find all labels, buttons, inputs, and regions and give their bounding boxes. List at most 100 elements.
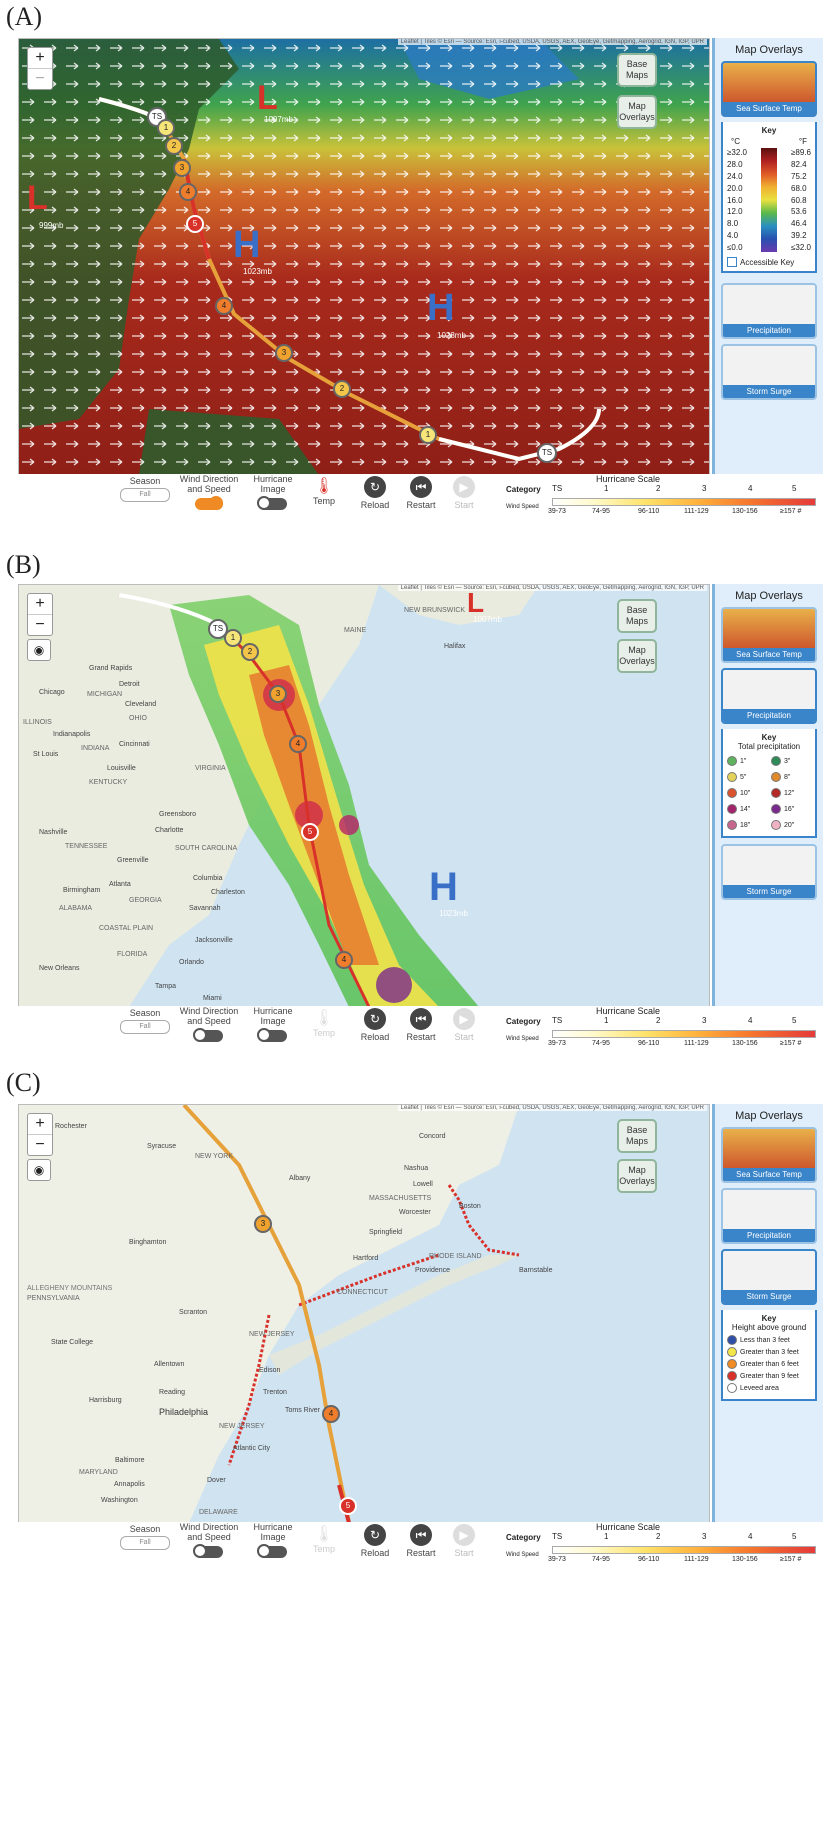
track-marker[interactable]: 4 (289, 735, 307, 753)
legend-item: Leveed area (727, 1383, 811, 1393)
place-label: Orlando (179, 959, 204, 966)
map-overlays-button[interactable]: Map Overlays (617, 95, 657, 129)
overlay-sst[interactable]: Sea Surface Temp (721, 61, 817, 117)
season-select[interactable]: Fall (120, 1536, 170, 1550)
f-value: 53.6 (791, 207, 807, 217)
scale-cells: TS 1 2 3 4 5 39-73 74-95 96-110 111-129 … (548, 484, 822, 528)
reload-button[interactable]: ↻ Reload (356, 476, 394, 510)
track-marker[interactable]: 4 (179, 183, 197, 201)
overlay-storm-surge[interactable]: Storm Surge (721, 344, 817, 400)
sst-map-graphics (19, 39, 709, 475)
base-maps-button[interactable]: Base Maps (617, 1119, 657, 1153)
track-marker[interactable]: 2 (165, 137, 183, 155)
overlay-sst[interactable]: Sea Surface Temp (721, 607, 817, 663)
hurricane-image-toggle[interactable] (257, 1544, 287, 1558)
zoom-in-button[interactable]: + (28, 594, 52, 615)
panel-c: 3 4 5 Rochester Syracuse NEW YORK Albany… (18, 1104, 823, 1524)
overlay-precipitation[interactable]: Precipitation (721, 668, 817, 724)
storm-surge-map[interactable]: 3 4 5 Rochester Syracuse NEW YORK Albany… (18, 1104, 710, 1524)
track-marker[interactable]: 3 (173, 159, 191, 177)
map-overlays-button[interactable]: Map Overlays (617, 639, 657, 673)
track-marker[interactable]: 5 (186, 215, 204, 233)
overlay-precipitation[interactable]: Precipitation (721, 1188, 817, 1244)
place-label: Cincinnati (119, 741, 150, 748)
speed-item: ≥157 # (780, 1556, 802, 1563)
reload-button[interactable]: ↻ Reload (356, 1524, 394, 1558)
hurricane-image-toggle[interactable] (257, 1028, 287, 1042)
precipitation-map[interactable]: TS 1 2 3 4 5 4 L 1007mb H 1023mb NEW BRU… (18, 584, 710, 1008)
category-item: 4 (748, 484, 753, 493)
zoom-out-button[interactable]: − (35, 1136, 45, 1153)
base-maps-button[interactable]: Base Maps (617, 53, 657, 87)
track-marker[interactable]: 5 (301, 823, 319, 841)
overlay-precipitation[interactable]: Precipitation (721, 283, 817, 339)
track-marker[interactable]: TS (208, 619, 228, 639)
wind-toggle[interactable] (195, 496, 223, 510)
track-marker[interactable]: 1 (157, 119, 175, 137)
overlay-storm-surge[interactable]: Storm Surge (721, 1249, 817, 1305)
season-label: Season (129, 476, 161, 486)
track-marker[interactable]: 3 (275, 344, 293, 362)
zoom-in-button[interactable]: + (28, 1114, 52, 1135)
track-marker[interactable]: 4 (335, 951, 353, 969)
locate-button[interactable]: ◉ (27, 639, 51, 661)
restart-button[interactable]: ⏮ Restart (400, 1008, 442, 1042)
category-item: 1 (604, 484, 609, 493)
restart-button[interactable]: ⏮ Restart (400, 1524, 442, 1558)
track-marker[interactable]: 1 (419, 426, 437, 444)
restart-button[interactable]: ⏮ Restart (400, 476, 442, 510)
overlay-caption: Sea Surface Temp (723, 102, 815, 115)
zoom-out-button[interactable]: − (35, 616, 45, 633)
restart-icon: ⏮ (410, 476, 432, 498)
swatch (727, 788, 737, 798)
base-maps-button[interactable]: Base Maps (617, 599, 657, 633)
hurricane-image-toggle[interactable] (257, 496, 287, 510)
track-marker[interactable]: 3 (254, 1215, 272, 1233)
track-marker[interactable]: TS (537, 443, 557, 463)
place-label: Charlotte (155, 827, 184, 834)
track-marker[interactable]: 4 (322, 1405, 340, 1423)
control-bar-b: Season Fall Wind Direction and Speed Hur… (18, 1006, 822, 1056)
map-overlays-button[interactable]: Map Overlays (617, 1159, 657, 1193)
control-bar-c: Season Fall Wind Direction and Speed Hur… (18, 1522, 822, 1572)
c-value: 8.0 (727, 219, 739, 229)
track-marker[interactable]: 4 (215, 297, 233, 315)
season-control: Season Fall (118, 476, 172, 504)
panel-a-label: (A) (6, 2, 43, 31)
track-marker[interactable]: 1 (224, 629, 242, 647)
temp-control[interactable]: 🌡 Temp (308, 1008, 340, 1038)
wind-toggle[interactable] (193, 1028, 223, 1042)
zoom-in-button[interactable]: + (28, 48, 52, 69)
track-marker[interactable]: 2 (333, 380, 351, 398)
start-button[interactable]: ▶ Start (448, 1008, 480, 1042)
wind-label: Wind Direction and Speed (179, 1522, 239, 1542)
season-select[interactable]: Fall (120, 488, 170, 502)
sst-map[interactable]: TS 1 2 3 4 5 4 3 2 1 TS L 1007mb L 999mb… (18, 38, 710, 476)
temp-control[interactable]: 🌡 Temp (308, 476, 340, 506)
track-marker[interactable]: 3 (269, 685, 287, 703)
overlay-storm-surge[interactable]: Storm Surge (721, 844, 817, 900)
overlay-sst[interactable]: Sea Surface Temp (721, 1127, 817, 1183)
target-icon: ◉ (33, 643, 45, 657)
locate-button[interactable]: ◉ (27, 1159, 51, 1181)
f-value: ≤32.0 (791, 243, 811, 252)
place-label: Greenville (117, 857, 149, 864)
zoom-out-button[interactable]: − (35, 70, 45, 87)
reload-button[interactable]: ↻ Reload (356, 1008, 394, 1042)
temp-control[interactable]: 🌡 Temp (308, 1524, 340, 1554)
overlay-caption: Sea Surface Temp (723, 648, 815, 661)
place-label: MARYLAND (79, 1469, 118, 1476)
track-marker[interactable]: 5 (339, 1497, 357, 1515)
high-pressure-icon: H (427, 287, 455, 329)
track-marker[interactable]: 2 (241, 643, 259, 661)
start-button[interactable]: ▶ Start (448, 476, 480, 510)
accessible-key-checkbox[interactable] (727, 257, 737, 267)
category-item: TS (552, 484, 563, 493)
f-value: 39.2 (791, 231, 807, 241)
c-value: ≥32.0 (727, 148, 747, 157)
swatch (771, 788, 781, 798)
wind-toggle[interactable] (193, 1544, 223, 1558)
season-select[interactable]: Fall (120, 1020, 170, 1034)
pressure-label: 1028mb (437, 331, 466, 340)
start-button[interactable]: ▶ Start (448, 1524, 480, 1558)
